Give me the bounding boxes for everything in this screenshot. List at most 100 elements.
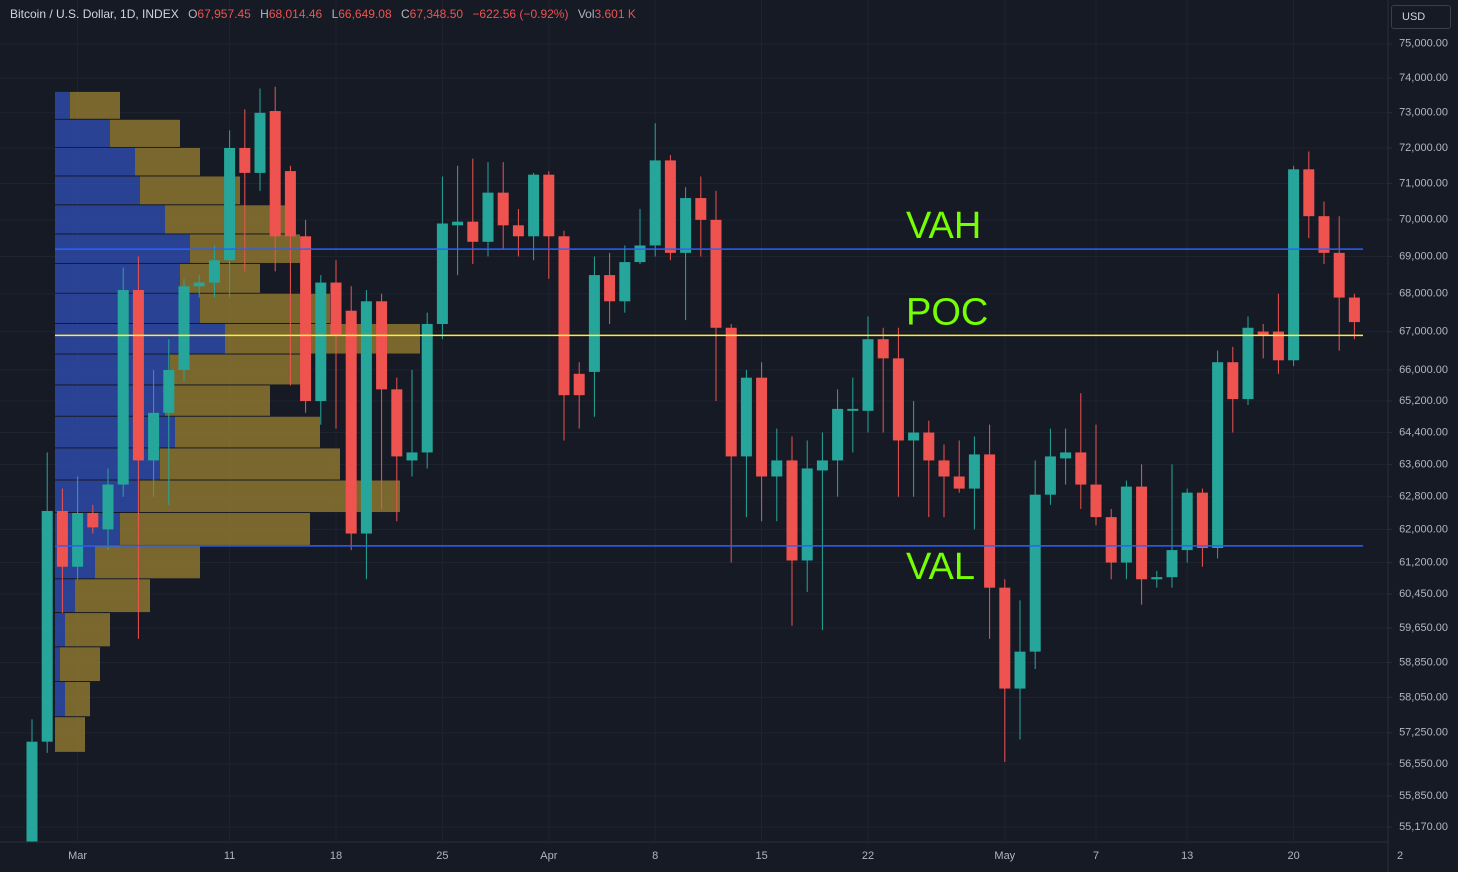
profile-up xyxy=(55,354,170,385)
candle-body xyxy=(497,192,509,226)
profile-down xyxy=(160,448,340,480)
x-tick-label: 8 xyxy=(652,850,658,862)
candle-body xyxy=(1060,452,1072,459)
x-tick-label: 11 xyxy=(224,850,235,862)
candle-body xyxy=(543,174,555,237)
candle-body xyxy=(649,160,661,246)
candle-body xyxy=(1242,327,1254,400)
candle-body xyxy=(345,310,357,534)
change: −622.56 (−0.92%) xyxy=(472,7,569,21)
candle-body xyxy=(1196,492,1208,549)
candle-body xyxy=(72,513,84,567)
candle-body xyxy=(1318,216,1330,253)
candle-body xyxy=(208,260,220,283)
candle-body xyxy=(923,432,935,461)
y-tick-label: 73,000.00 xyxy=(1399,107,1448,119)
candle-body xyxy=(102,484,114,530)
field-label: H xyxy=(260,7,269,21)
profile-up xyxy=(55,613,65,647)
x-tick-label: 2 xyxy=(1397,850,1403,862)
field-label: O xyxy=(188,7,198,21)
y-tick-label: 57,250.00 xyxy=(1399,727,1448,739)
candle-body xyxy=(528,174,540,237)
profile-down xyxy=(170,354,310,385)
y-tick-label: 63,600.00 xyxy=(1399,458,1448,470)
candle-body xyxy=(710,219,722,328)
symbol: Bitcoin / U.S. Dollar, 1D, INDEX xyxy=(10,7,179,21)
profile-up xyxy=(55,119,110,147)
candle-body xyxy=(1120,486,1132,563)
y-tick-label: 58,050.00 xyxy=(1399,691,1448,703)
candle-body xyxy=(756,377,768,477)
candle-body xyxy=(1090,484,1102,518)
candle-body xyxy=(680,198,692,253)
profile-down xyxy=(140,176,240,205)
y-tick-label: 60,450.00 xyxy=(1399,588,1448,600)
x-tick-label: 13 xyxy=(1181,850,1193,862)
candle-body xyxy=(148,412,160,461)
y-tick-label: 62,000.00 xyxy=(1399,523,1448,535)
candle-body xyxy=(968,454,980,489)
candle-body xyxy=(1044,456,1056,495)
field-value: 67,348.50 xyxy=(409,7,464,21)
candle-body xyxy=(801,468,813,561)
candle-body xyxy=(284,171,296,237)
candle-body xyxy=(1227,362,1239,400)
y-tick-label: 55,850.00 xyxy=(1399,790,1448,802)
profile-up xyxy=(55,91,70,119)
y-tick-label: 72,000.00 xyxy=(1399,142,1448,154)
candle-body xyxy=(467,221,479,242)
x-tick-label: Apr xyxy=(540,850,557,862)
profile-down xyxy=(110,119,180,147)
candle-body xyxy=(634,245,646,263)
profile-up xyxy=(55,579,75,613)
candle-body xyxy=(1075,452,1087,485)
y-tick-label: 58,850.00 xyxy=(1399,656,1448,668)
profile-down xyxy=(135,147,200,176)
candle-body xyxy=(953,476,965,489)
candle-body xyxy=(619,262,631,302)
candle-body xyxy=(406,452,418,461)
candle-body xyxy=(512,225,524,237)
candle-body xyxy=(300,236,312,402)
y-tick-label: 71,000.00 xyxy=(1399,178,1448,190)
candle-body xyxy=(695,198,707,220)
candle-body xyxy=(588,275,600,372)
candle-body xyxy=(908,432,920,441)
profile-up xyxy=(55,263,180,293)
candle-body xyxy=(938,460,950,477)
currency-button[interactable]: USD xyxy=(1391,5,1451,29)
field-value: 68,014.46 xyxy=(268,7,323,21)
candle-body xyxy=(999,587,1011,689)
candle-body xyxy=(771,460,783,477)
y-tick-label: 66,000.00 xyxy=(1399,364,1448,376)
candle-body xyxy=(1166,550,1178,578)
candle-body xyxy=(421,323,433,453)
candle-body xyxy=(786,460,798,561)
candle-body xyxy=(1181,492,1193,551)
candle-body xyxy=(254,112,266,173)
candle-body xyxy=(1348,297,1360,323)
y-tick-label: 64,400.00 xyxy=(1399,426,1448,438)
candle-body xyxy=(452,221,464,226)
level-label: VAH xyxy=(906,205,981,247)
x-tick-label: 7 xyxy=(1093,850,1099,862)
profile-down xyxy=(60,647,100,682)
profile-down xyxy=(65,613,110,647)
candle-body xyxy=(862,339,874,411)
y-tick-label: 68,000.00 xyxy=(1399,288,1448,300)
candle-body xyxy=(376,301,388,390)
x-tick-label: 18 xyxy=(330,850,342,862)
candle-body xyxy=(1333,252,1345,298)
profile-up xyxy=(55,647,60,682)
profile-up xyxy=(55,480,140,513)
candle-body xyxy=(1257,331,1269,336)
profile-down xyxy=(120,513,310,545)
candle-body xyxy=(832,408,844,461)
x-tick-label: 22 xyxy=(862,850,874,862)
candle-body xyxy=(391,389,403,457)
candle-body xyxy=(877,339,889,359)
field-value: 66,649.08 xyxy=(338,7,392,21)
candle-body xyxy=(117,290,129,485)
